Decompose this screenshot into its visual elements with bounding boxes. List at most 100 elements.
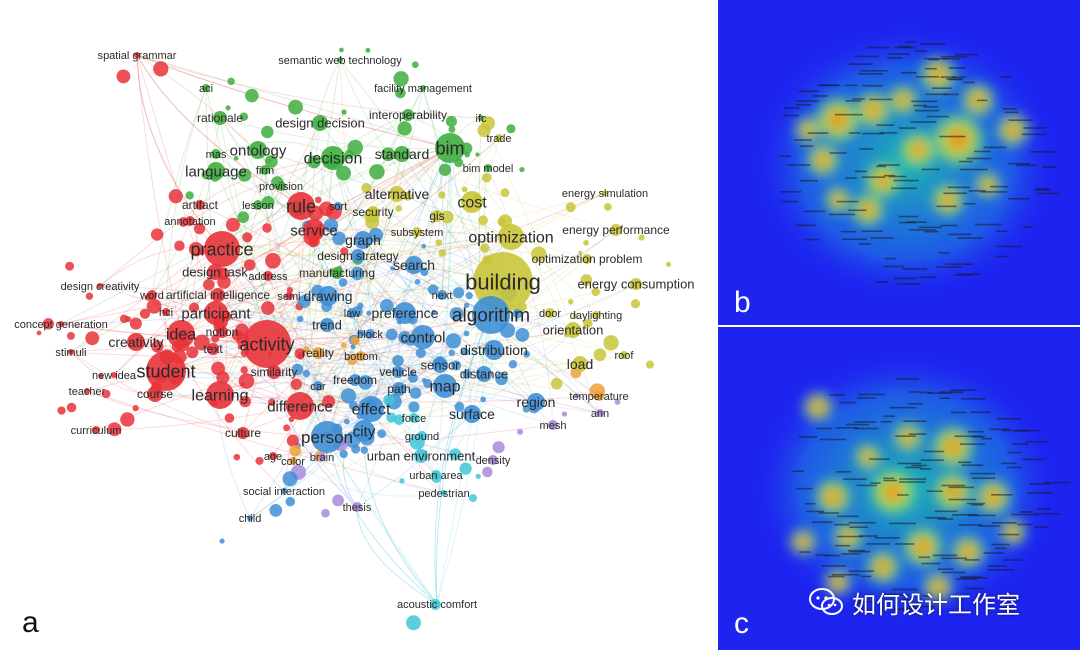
heatmap-term-mark	[834, 544, 851, 547]
network-node	[594, 391, 604, 401]
network-edge	[70, 147, 451, 353]
heatmap-hotspot	[885, 82, 921, 118]
network-node-label: color	[281, 456, 305, 468]
network-minor-node	[239, 395, 251, 408]
network-node-label: next	[432, 290, 453, 302]
heatmap-hotspot	[993, 110, 1033, 150]
heatmap-term-mark	[799, 551, 811, 553]
network-node	[204, 231, 240, 267]
heatmap-term-mark	[962, 577, 988, 579]
network-minor-node	[468, 494, 478, 503]
network-minor-node	[395, 87, 406, 99]
heatmap-term-mark	[856, 600, 876, 603]
network-minor-node	[227, 77, 235, 86]
heatmap-term-mark	[911, 100, 938, 103]
network-minor-node	[517, 428, 524, 435]
network-node-label: algorithm	[452, 306, 530, 327]
network-node	[431, 210, 443, 222]
watermark-text: 如何设计工作室	[852, 590, 1020, 619]
heatmap-hotspot	[896, 128, 940, 172]
network-minor-node	[193, 334, 210, 351]
network-minor-node	[237, 168, 252, 182]
heatmap-term-mark	[968, 190, 986, 192]
network-minor-node	[438, 163, 452, 176]
network-minor-node	[341, 109, 347, 115]
network-node	[463, 405, 481, 423]
network-node	[311, 421, 343, 453]
network-node	[92, 426, 100, 434]
network-minor-node	[480, 396, 487, 403]
network-node	[392, 382, 406, 396]
network-minor-node	[261, 196, 275, 210]
network-node	[207, 264, 223, 280]
heatmap-term-mark	[1029, 483, 1051, 485]
network-node	[620, 351, 628, 359]
network-minor-node	[66, 402, 77, 413]
heatmap-term-mark	[1002, 108, 1018, 110]
heatmap-term-mark	[875, 165, 887, 168]
network-minor-node	[146, 298, 162, 314]
network-node	[409, 413, 419, 423]
network-edge	[420, 314, 597, 457]
heatmap-term-mark	[816, 427, 832, 430]
heatmap-term-mark	[951, 514, 979, 516]
network-minor-node	[268, 398, 276, 406]
heatmap-term-mark	[937, 568, 954, 570]
network-minor-node	[239, 112, 249, 122]
heatmap-term-mark	[1019, 511, 1034, 513]
network-edge	[219, 336, 424, 396]
network-edge	[99, 285, 424, 338]
heatmap-term-mark	[940, 224, 958, 227]
network-node	[127, 333, 145, 351]
network-minor-node	[593, 348, 607, 362]
network-minor-node	[350, 336, 360, 346]
network-minor-node	[519, 166, 525, 173]
heatmap-term-mark	[780, 200, 798, 203]
network-edge	[180, 333, 358, 508]
network-minor-node	[450, 360, 462, 371]
network-node	[545, 308, 555, 318]
heatmap-term-mark	[923, 106, 939, 108]
heatmap-term-mark	[779, 191, 802, 193]
network-node-label: annotation	[164, 216, 215, 228]
heatmap-term-mark	[991, 493, 1013, 496]
heatmap-term-mark	[926, 490, 943, 493]
network-minor-node	[357, 329, 365, 337]
heatmap-term-mark	[1008, 162, 1030, 165]
heatmap-term-mark	[960, 397, 986, 400]
network-node-label: path	[387, 382, 410, 396]
heatmap-term-mark	[958, 273, 980, 275]
network-minor-node	[186, 346, 199, 359]
heatmap-term-mark	[870, 482, 881, 484]
network-node-label: thesis	[343, 502, 372, 514]
network-minor-node	[244, 259, 256, 271]
network-minor-node	[307, 155, 321, 169]
heatmap-term-mark	[836, 200, 859, 203]
network-edge	[86, 390, 328, 438]
heatmap-term-mark	[844, 84, 858, 87]
network-node-label: person	[301, 428, 353, 447]
heatmap-term-mark	[971, 504, 984, 506]
heatmap-term-mark	[974, 150, 991, 153]
network-node-label: energy simulation	[562, 188, 648, 200]
network-node	[320, 318, 334, 332]
network-node	[312, 115, 328, 131]
heatmap-term-mark	[849, 550, 871, 553]
network-edge	[136, 54, 302, 207]
network-node-label: ann	[591, 408, 609, 420]
network-nodes	[58, 52, 642, 607]
network-minor-node	[399, 478, 405, 484]
network-node	[263, 271, 273, 281]
heatmap-term-mark	[902, 268, 928, 270]
network-node	[207, 162, 225, 180]
heatmap-term-mark	[889, 406, 917, 409]
heatmap-term-mark	[798, 436, 818, 438]
network-minor-node	[361, 182, 372, 193]
network-node-label: ground	[405, 431, 439, 443]
network-edge	[319, 122, 617, 231]
network-node-label: cost	[457, 195, 487, 212]
heatmap-term-mark	[925, 93, 948, 96]
network-node-label: service	[290, 222, 338, 239]
network-node-label: idea	[166, 327, 196, 344]
network-minor-node	[132, 404, 139, 412]
